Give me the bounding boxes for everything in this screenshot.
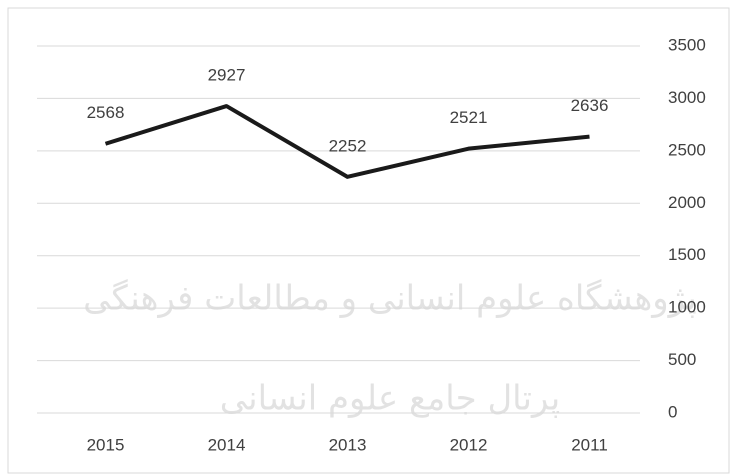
x-tick-label: 2012 xyxy=(450,435,488,454)
chart: پژوهشگاه علوم انسانی و مطالعات فرهنگی پر… xyxy=(0,0,730,474)
y-tick-label: 3500 xyxy=(668,35,706,54)
x-tick-label: 2014 xyxy=(208,435,246,454)
y-tick-label: 2000 xyxy=(668,193,706,212)
data-label: 2521 xyxy=(450,108,488,127)
watermark-text: پژوهشگاه علوم انسانی و مطالعات فرهنگی xyxy=(83,279,697,319)
data-label: 2636 xyxy=(571,96,609,115)
y-tick-label: 500 xyxy=(668,350,696,369)
x-tick-label: 2015 xyxy=(87,435,125,454)
y-tick-label: 1000 xyxy=(668,298,706,317)
y-tick-label: 3000 xyxy=(668,88,706,107)
data-label: 2252 xyxy=(329,136,367,155)
data-label: 2568 xyxy=(87,103,125,122)
y-tick-label: 0 xyxy=(668,402,677,421)
y-tick-label: 2500 xyxy=(668,140,706,159)
y-tick-label: 1500 xyxy=(668,245,706,264)
data-label: 2927 xyxy=(208,66,246,85)
x-tick-label: 2011 xyxy=(571,435,608,454)
x-tick-label: 2013 xyxy=(329,435,367,454)
